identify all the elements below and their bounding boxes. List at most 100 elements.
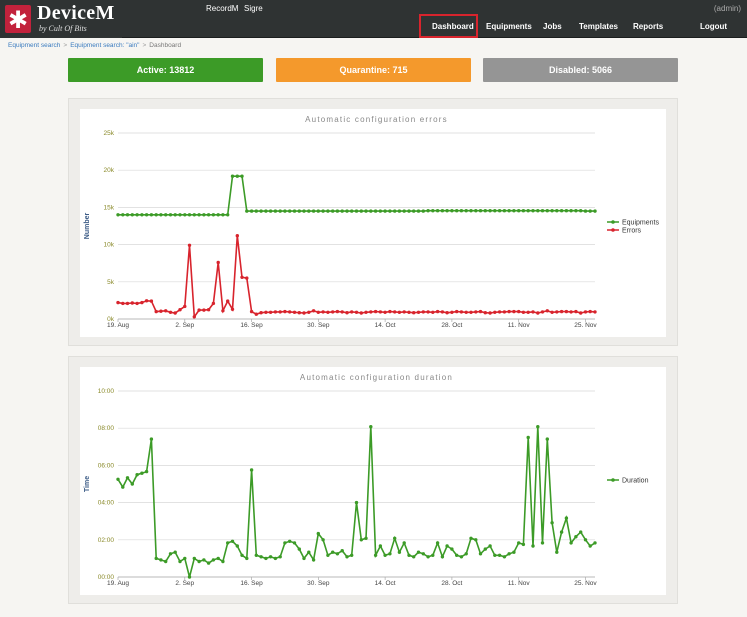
errors-point-equipments[interactable]	[459, 209, 464, 213]
errors-point-equipments[interactable]	[483, 209, 487, 213]
errors-point-equipments[interactable]	[168, 213, 173, 217]
duration-point-duration[interactable]	[493, 553, 497, 557]
errors-point-errors[interactable]	[192, 315, 196, 319]
duration-point-duration[interactable]	[240, 553, 244, 557]
errors-point-errors[interactable]	[478, 309, 483, 314]
duration-point-duration[interactable]	[245, 556, 249, 561]
errors-point-equipments[interactable]	[507, 209, 511, 213]
errors-point-equipments[interactable]	[402, 209, 406, 213]
duration-point-duration[interactable]	[397, 550, 402, 554]
active-count-tile[interactable]: Active: 13812	[68, 58, 263, 82]
errors-point-equipments[interactable]	[445, 209, 449, 213]
nav-logout[interactable]: Logout	[700, 22, 728, 31]
errors-point-errors[interactable]	[521, 310, 526, 314]
duration-point-duration[interactable]	[483, 547, 487, 551]
duration-point-duration[interactable]	[316, 531, 320, 536]
duration-point-duration[interactable]	[459, 555, 464, 559]
app-logo[interactable]: ✱ DeviceM by Cult Of Bits	[0, 0, 122, 38]
errors-point-equipments[interactable]	[464, 209, 468, 213]
errors-point-errors[interactable]	[593, 310, 597, 314]
errors-point-equipments[interactable]	[278, 209, 282, 213]
duration-point-duration[interactable]	[121, 485, 125, 489]
errors-point-errors[interactable]	[173, 311, 177, 315]
duration-point-duration[interactable]	[540, 541, 545, 545]
duration-legend-duration[interactable]: Duration	[622, 478, 649, 485]
duration-point-duration[interactable]	[268, 555, 273, 559]
errors-point-errors[interactable]	[259, 311, 263, 315]
errors-point-errors[interactable]	[579, 311, 583, 315]
duration-point-duration[interactable]	[555, 550, 559, 554]
duration-point-duration[interactable]	[164, 559, 168, 564]
duration-point-duration[interactable]	[235, 544, 239, 548]
errors-point-equipments[interactable]	[216, 213, 220, 217]
duration-point-duration[interactable]	[412, 555, 416, 559]
errors-point-equipments[interactable]	[493, 209, 497, 213]
duration-point-duration[interactable]	[488, 544, 492, 548]
duration-point-duration[interactable]	[187, 575, 192, 579]
duration-point-duration[interactable]	[536, 425, 540, 429]
errors-point-errors[interactable]	[574, 309, 578, 314]
duration-point-duration[interactable]	[435, 541, 440, 545]
duration-point-duration[interactable]	[512, 550, 516, 554]
errors-point-errors[interactable]	[183, 304, 187, 309]
duration-point-duration[interactable]	[249, 468, 254, 472]
duration-point-duration[interactable]	[373, 553, 378, 557]
errors-point-equipments[interactable]	[583, 209, 588, 213]
errors-point-errors[interactable]	[359, 311, 363, 315]
errors-point-errors[interactable]	[197, 308, 201, 312]
duration-point-duration[interactable]	[559, 530, 564, 534]
duration-point-duration[interactable]	[116, 477, 120, 481]
nav-templates[interactable]: Templates	[579, 22, 618, 31]
errors-point-errors[interactable]	[297, 311, 301, 315]
duration-point-duration[interactable]	[369, 425, 373, 429]
errors-point-equipments[interactable]	[283, 209, 287, 213]
errors-point-equipments[interactable]	[545, 209, 549, 213]
errors-point-errors[interactable]	[116, 300, 120, 305]
errors-point-equipments[interactable]	[521, 209, 526, 213]
errors-point-errors[interactable]	[316, 310, 320, 314]
errors-point-errors[interactable]	[240, 275, 244, 279]
errors-point-equipments[interactable]	[540, 209, 545, 213]
duration-point-duration[interactable]	[345, 555, 349, 559]
duration-point-duration[interactable]	[159, 558, 163, 562]
errors-point-equipments[interactable]	[450, 209, 454, 213]
errors-point-equipments[interactable]	[383, 209, 387, 213]
errors-point-errors[interactable]	[340, 310, 344, 314]
errors-point-equipments[interactable]	[455, 209, 459, 213]
errors-point-equipments[interactable]	[469, 209, 473, 213]
duration-point-duration[interactable]	[183, 556, 187, 561]
duration-point-duration[interactable]	[173, 550, 177, 554]
errors-point-errors[interactable]	[588, 309, 592, 314]
duration-point-duration[interactable]	[340, 549, 344, 553]
errors-point-equipments[interactable]	[230, 174, 235, 178]
errors-point-errors[interactable]	[431, 310, 435, 314]
duration-point-duration[interactable]	[178, 559, 182, 564]
errors-point-errors[interactable]	[488, 311, 492, 315]
errors-point-errors[interactable]	[326, 310, 330, 314]
errors-point-errors[interactable]	[350, 310, 354, 314]
errors-point-equipments[interactable]	[397, 209, 402, 213]
errors-point-errors[interactable]	[354, 310, 359, 314]
duration-point-duration[interactable]	[307, 550, 311, 554]
errors-point-equipments[interactable]	[354, 209, 359, 213]
duration-point-duration[interactable]	[154, 556, 158, 561]
errors-point-equipments[interactable]	[192, 213, 196, 217]
errors-point-equipments[interactable]	[335, 209, 340, 213]
errors-point-equipments[interactable]	[364, 209, 368, 213]
duration-point-duration[interactable]	[292, 541, 297, 545]
errors-point-equipments[interactable]	[488, 209, 492, 213]
errors-point-errors[interactable]	[502, 310, 507, 314]
errors-point-equipments[interactable]	[154, 213, 158, 217]
duration-point-duration[interactable]	[216, 556, 220, 561]
duration-point-duration[interactable]	[135, 473, 139, 477]
duration-point-duration[interactable]	[478, 552, 483, 556]
errors-point-equipments[interactable]	[202, 213, 206, 217]
nav-dashboard[interactable]: Dashboard	[432, 22, 474, 31]
breadcrumb-equipment-search[interactable]: Equipment search	[8, 42, 61, 49]
duration-point-duration[interactable]	[464, 552, 468, 556]
duration-point-duration[interactable]	[526, 435, 530, 440]
errors-point-equipments[interactable]	[579, 209, 583, 213]
errors-point-errors[interactable]	[435, 309, 440, 314]
errors-legend-equipments[interactable]: Equipments	[622, 220, 659, 227]
errors-point-equipments[interactable]	[140, 213, 144, 217]
